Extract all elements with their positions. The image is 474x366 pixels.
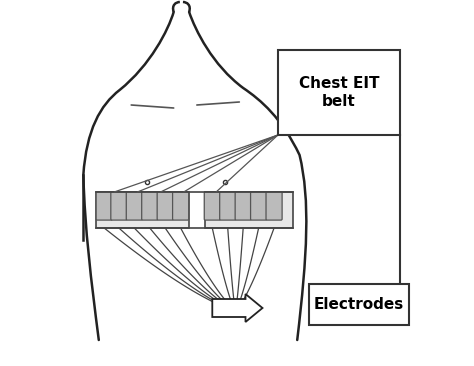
- Text: Chest EIT
belt: Chest EIT belt: [299, 76, 379, 109]
- FancyBboxPatch shape: [142, 192, 158, 220]
- Bar: [205, 192, 293, 228]
- FancyBboxPatch shape: [266, 192, 282, 220]
- FancyArrow shape: [212, 294, 263, 322]
- FancyBboxPatch shape: [157, 192, 173, 220]
- FancyBboxPatch shape: [111, 192, 127, 220]
- FancyBboxPatch shape: [96, 192, 112, 220]
- FancyBboxPatch shape: [219, 192, 236, 220]
- FancyBboxPatch shape: [204, 192, 220, 220]
- Text: Electrodes: Electrodes: [314, 297, 404, 312]
- FancyBboxPatch shape: [126, 192, 142, 220]
- Bar: [278, 50, 400, 135]
- FancyBboxPatch shape: [235, 192, 251, 220]
- Bar: [97, 192, 189, 228]
- Bar: [309, 284, 409, 325]
- FancyBboxPatch shape: [173, 192, 189, 220]
- FancyBboxPatch shape: [251, 192, 267, 220]
